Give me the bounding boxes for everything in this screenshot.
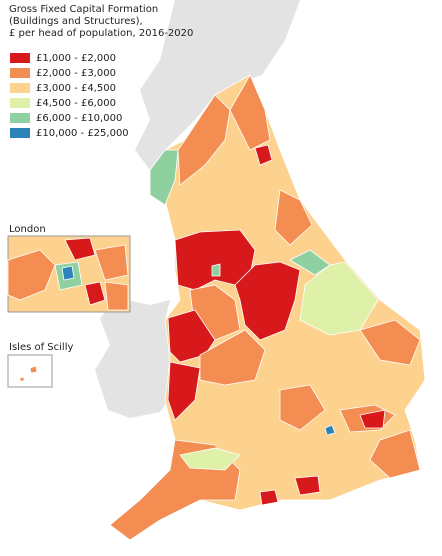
legend-label: £1,000 - £2,000 (36, 53, 116, 64)
region (234, 261, 301, 341)
region (279, 384, 326, 431)
legend-label: £3,000 - £4,500 (36, 83, 116, 94)
region (179, 447, 241, 471)
region (104, 281, 129, 311)
region (294, 475, 321, 496)
region (299, 261, 379, 336)
legend-swatch (10, 68, 30, 78)
title-line: £ per head of population, 2016-2020 (9, 28, 193, 39)
legend-label: £6,000 - £10,000 (36, 113, 122, 124)
region (274, 189, 313, 246)
region (259, 489, 279, 506)
legend-label: £4,500 - £6,000 (36, 98, 116, 109)
inset-label: Isles of Scilly (9, 342, 73, 353)
region (61, 265, 75, 281)
legend-swatch (10, 113, 30, 123)
region (369, 429, 421, 479)
region (84, 281, 106, 306)
region (94, 244, 129, 281)
region (167, 361, 201, 421)
region (229, 74, 271, 151)
region (29, 365, 38, 374)
region (177, 94, 231, 186)
wales (95, 298, 170, 418)
title-line: Gross Fixed Capital Formation (9, 4, 158, 15)
title-line: (Buildings and Structures), (9, 16, 143, 27)
region (359, 319, 421, 366)
legend-swatch (10, 53, 30, 63)
legend-label: £10,000 - £25,000 (36, 128, 129, 139)
inset-label: London (9, 224, 46, 235)
region (211, 263, 221, 277)
region (324, 424, 336, 436)
legend-label: £2,000 - £3,000 (36, 68, 116, 79)
legend-swatch (10, 83, 30, 93)
region (7, 249, 56, 301)
region (19, 376, 25, 382)
legend-swatch (10, 98, 30, 108)
legend-swatch (10, 128, 30, 138)
region (254, 144, 273, 166)
inset-frame (7, 354, 53, 388)
region (149, 149, 179, 206)
region (359, 409, 386, 429)
scotland (135, 0, 300, 170)
region (64, 237, 96, 261)
region (199, 329, 266, 386)
